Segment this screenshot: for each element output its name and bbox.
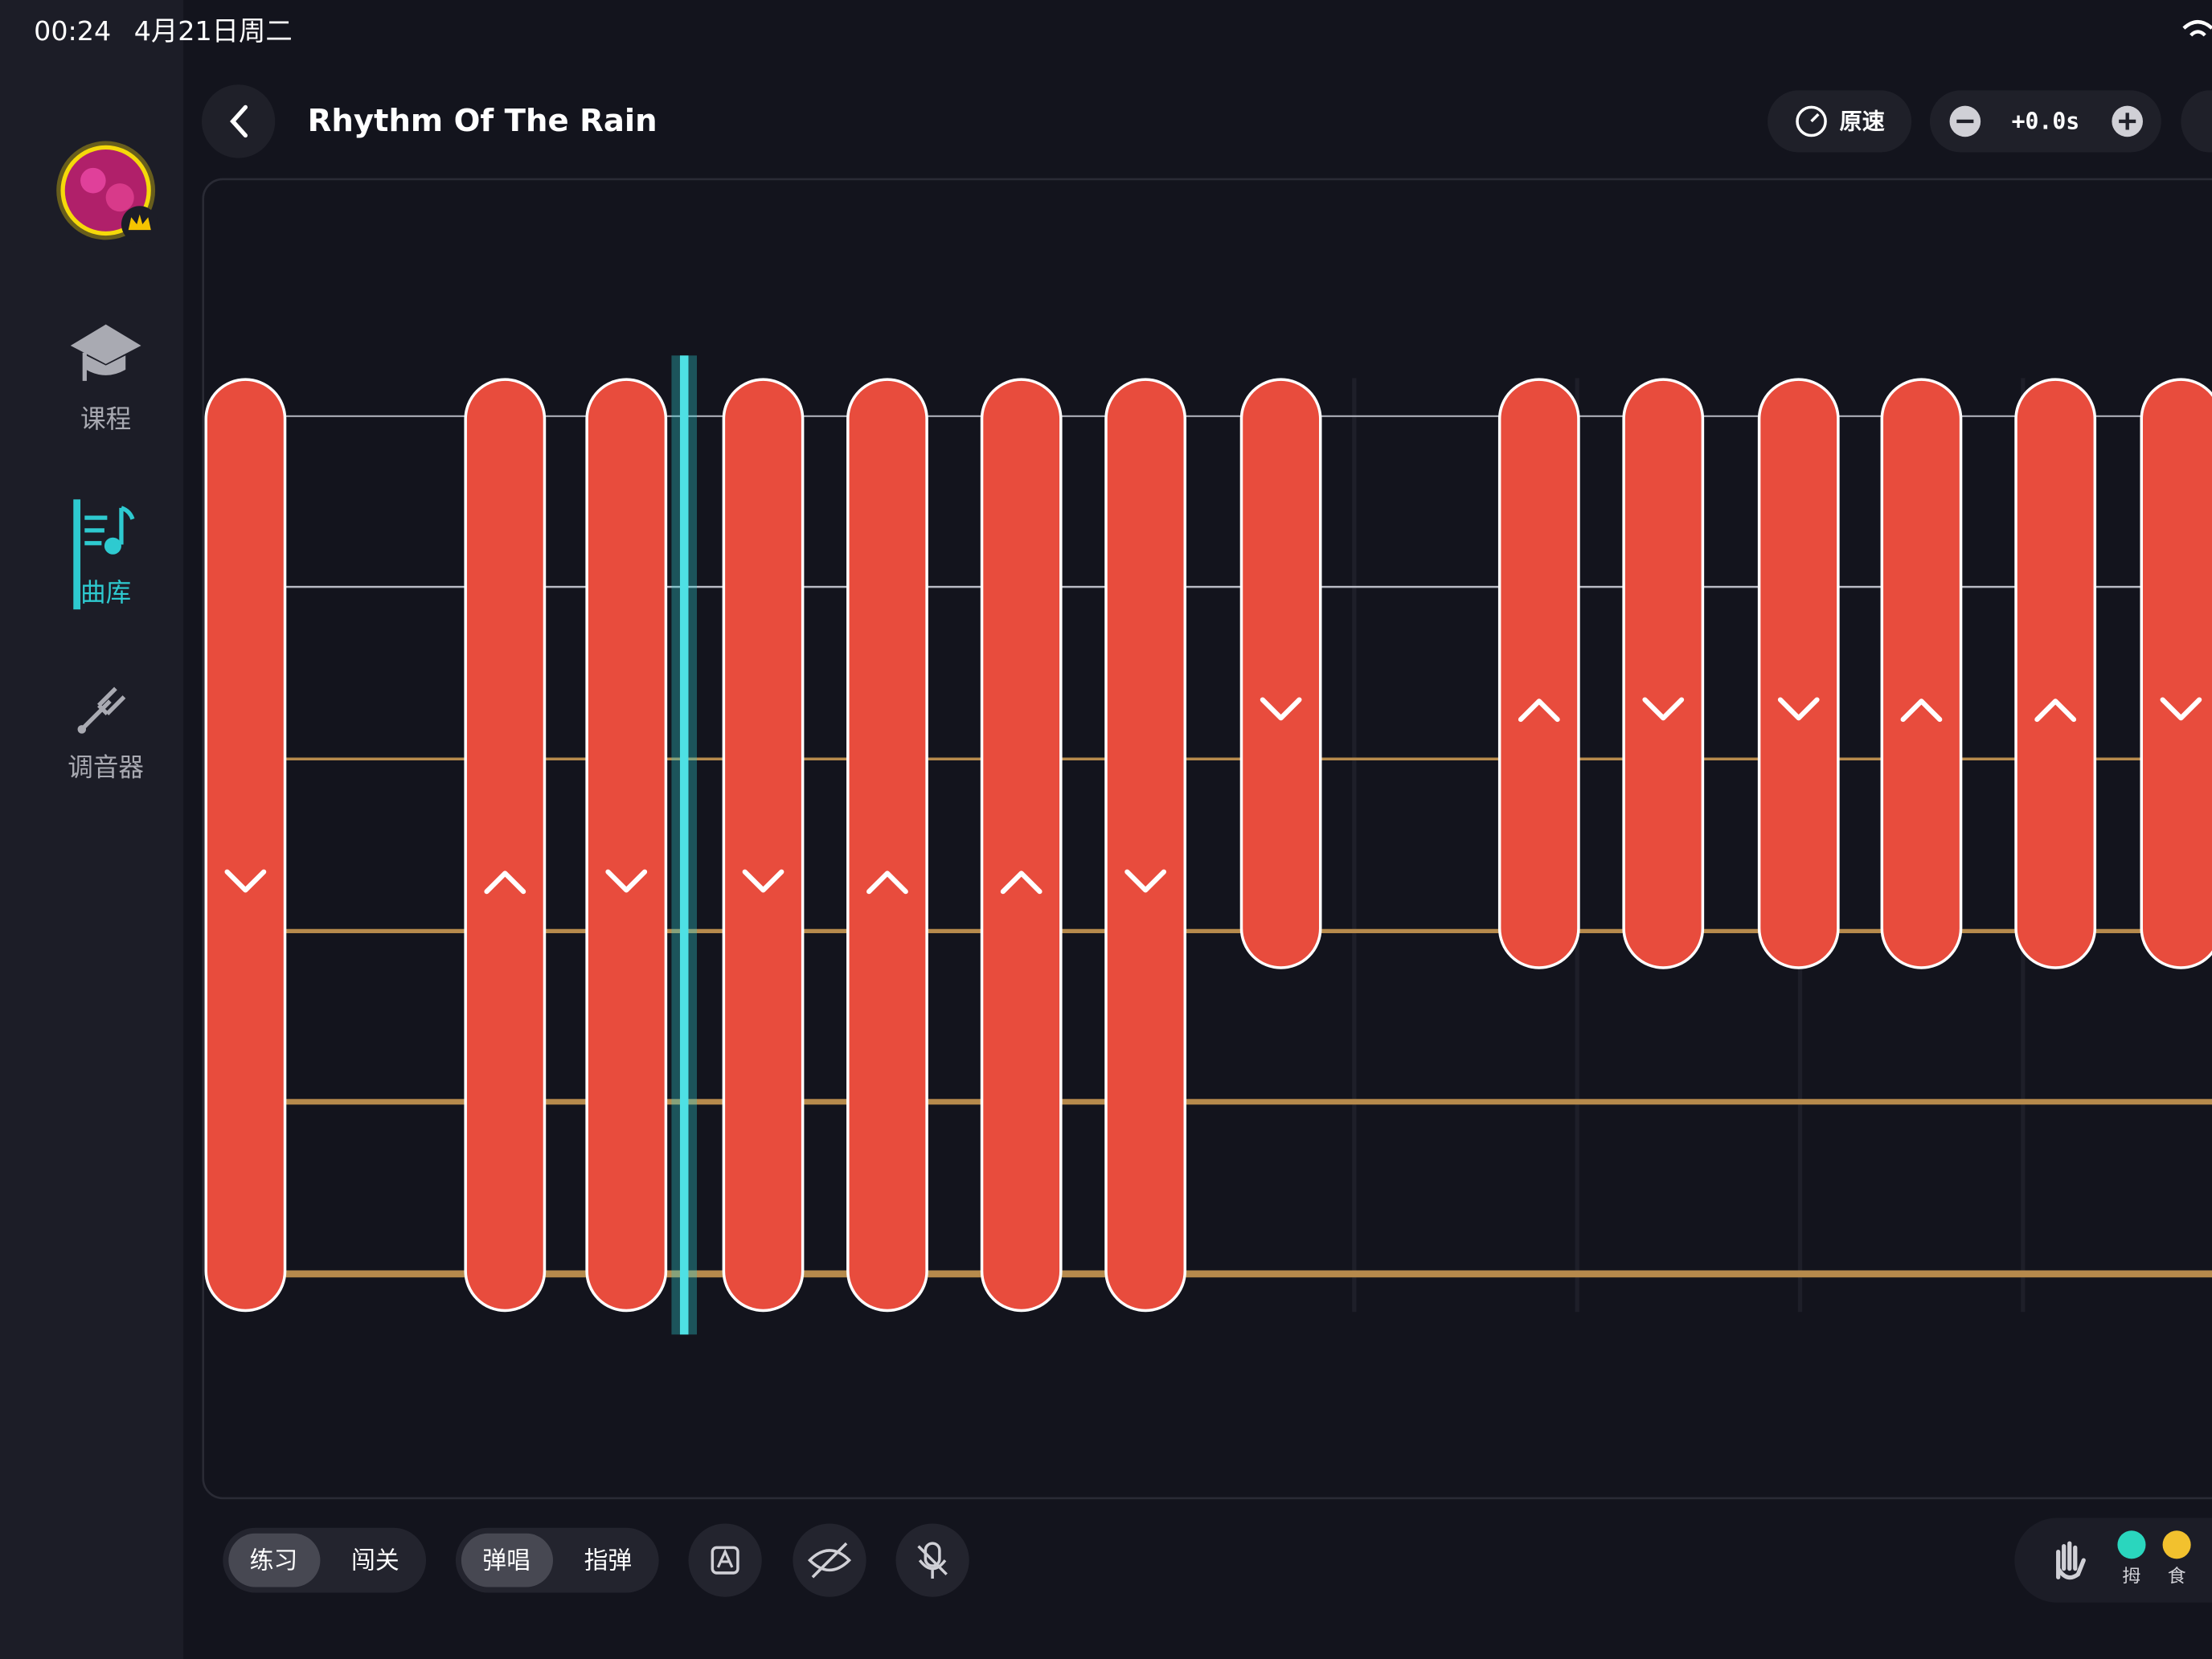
strum-body xyxy=(2140,378,2212,969)
arrow-down xyxy=(1260,697,1302,721)
strum-bar xyxy=(2140,378,2212,969)
arrow-down xyxy=(2160,697,2202,721)
finger-label: 食 xyxy=(2168,1567,2186,1587)
strum-bar xyxy=(980,378,1063,1313)
arrow-down xyxy=(1642,697,1685,721)
style-option[interactable]: 指弹 xyxy=(584,1546,633,1575)
hide-button[interactable] xyxy=(793,1523,866,1597)
back-button[interactable] xyxy=(201,84,276,158)
arrow-up xyxy=(866,870,908,895)
arrow-down xyxy=(224,869,267,893)
strum-body xyxy=(1104,378,1187,1313)
nav-course[interactable]: 课程 xyxy=(70,324,141,434)
more-button[interactable] xyxy=(2181,90,2212,153)
strum-body xyxy=(980,378,1063,1313)
nav-library[interactable]: 曲库 xyxy=(73,499,135,610)
strum-bar xyxy=(1104,378,1187,1313)
mic-button[interactable] xyxy=(895,1523,969,1597)
arrow-up xyxy=(1518,698,1560,723)
strum-bar xyxy=(464,378,547,1313)
arrow-down xyxy=(1124,869,1167,893)
wifi-icon xyxy=(2182,20,2212,37)
strum-body xyxy=(1622,378,1705,969)
status-time: 00:24 xyxy=(34,15,111,47)
strokes xyxy=(204,378,2212,1313)
strum-body xyxy=(846,378,928,1313)
sidebar xyxy=(0,0,184,1659)
play-panel xyxy=(202,178,2212,1500)
nav-tuner[interactable]: 调音器 xyxy=(68,686,144,783)
arrow-up xyxy=(2034,698,2077,723)
offset-control: +0.0s xyxy=(1929,90,2161,153)
style-toggle[interactable]: 弹唱 指弹 xyxy=(455,1527,659,1593)
avatar[interactable] xyxy=(56,141,158,243)
playhead xyxy=(679,355,689,1335)
strum-bar xyxy=(204,378,287,1313)
arrow-up xyxy=(1900,698,1943,723)
strum-bar xyxy=(2014,378,2097,969)
label-button[interactable] xyxy=(688,1523,762,1597)
strum-body xyxy=(1239,378,1322,969)
hand-icon[interactable] xyxy=(2056,1541,2086,1580)
nav-label: 曲库 xyxy=(80,579,131,608)
strum-body xyxy=(722,378,805,1313)
speed-button[interactable]: 原速 xyxy=(1768,90,1912,153)
song-title: Rhythm Of The Rain xyxy=(308,103,657,139)
arrow-up xyxy=(484,870,526,895)
finger-panel: 拇 食 xyxy=(2014,1518,2212,1603)
strum-body xyxy=(204,378,287,1313)
nav-label: 调音器 xyxy=(68,754,144,783)
strum-body xyxy=(1757,378,1840,969)
speed-label: 原速 xyxy=(1840,109,1885,135)
status-date: 4月21日周二 xyxy=(134,15,293,47)
strum-body xyxy=(585,378,668,1313)
nav-label: 课程 xyxy=(80,405,131,434)
strum-body xyxy=(464,378,547,1313)
mode-option[interactable]: 练习 xyxy=(250,1546,298,1575)
offset-label: +0.0s xyxy=(2012,109,2080,135)
mode-toggle[interactable]: 练习 闯关 xyxy=(223,1527,427,1593)
strum-bar xyxy=(1497,378,1580,969)
strum-bar xyxy=(585,378,668,1313)
strum-bar xyxy=(722,378,805,1313)
strum-bar xyxy=(846,378,928,1313)
arrow-up xyxy=(1000,870,1043,895)
arrow-down xyxy=(1777,697,1820,721)
strum-body xyxy=(2014,378,2097,969)
strum-body xyxy=(1497,378,1580,969)
arrow-down xyxy=(742,869,784,893)
arrow-down xyxy=(605,869,648,893)
strum-bar xyxy=(1757,378,1840,969)
mode-option[interactable]: 闯关 xyxy=(351,1546,399,1575)
strum-bar xyxy=(1880,378,1963,969)
strum-bar xyxy=(1239,378,1322,969)
style-option[interactable]: 弹唱 xyxy=(482,1546,530,1575)
strum-bar xyxy=(1622,378,1705,969)
finger-label: 拇 xyxy=(2123,1567,2141,1587)
strum-body xyxy=(1880,378,1963,969)
